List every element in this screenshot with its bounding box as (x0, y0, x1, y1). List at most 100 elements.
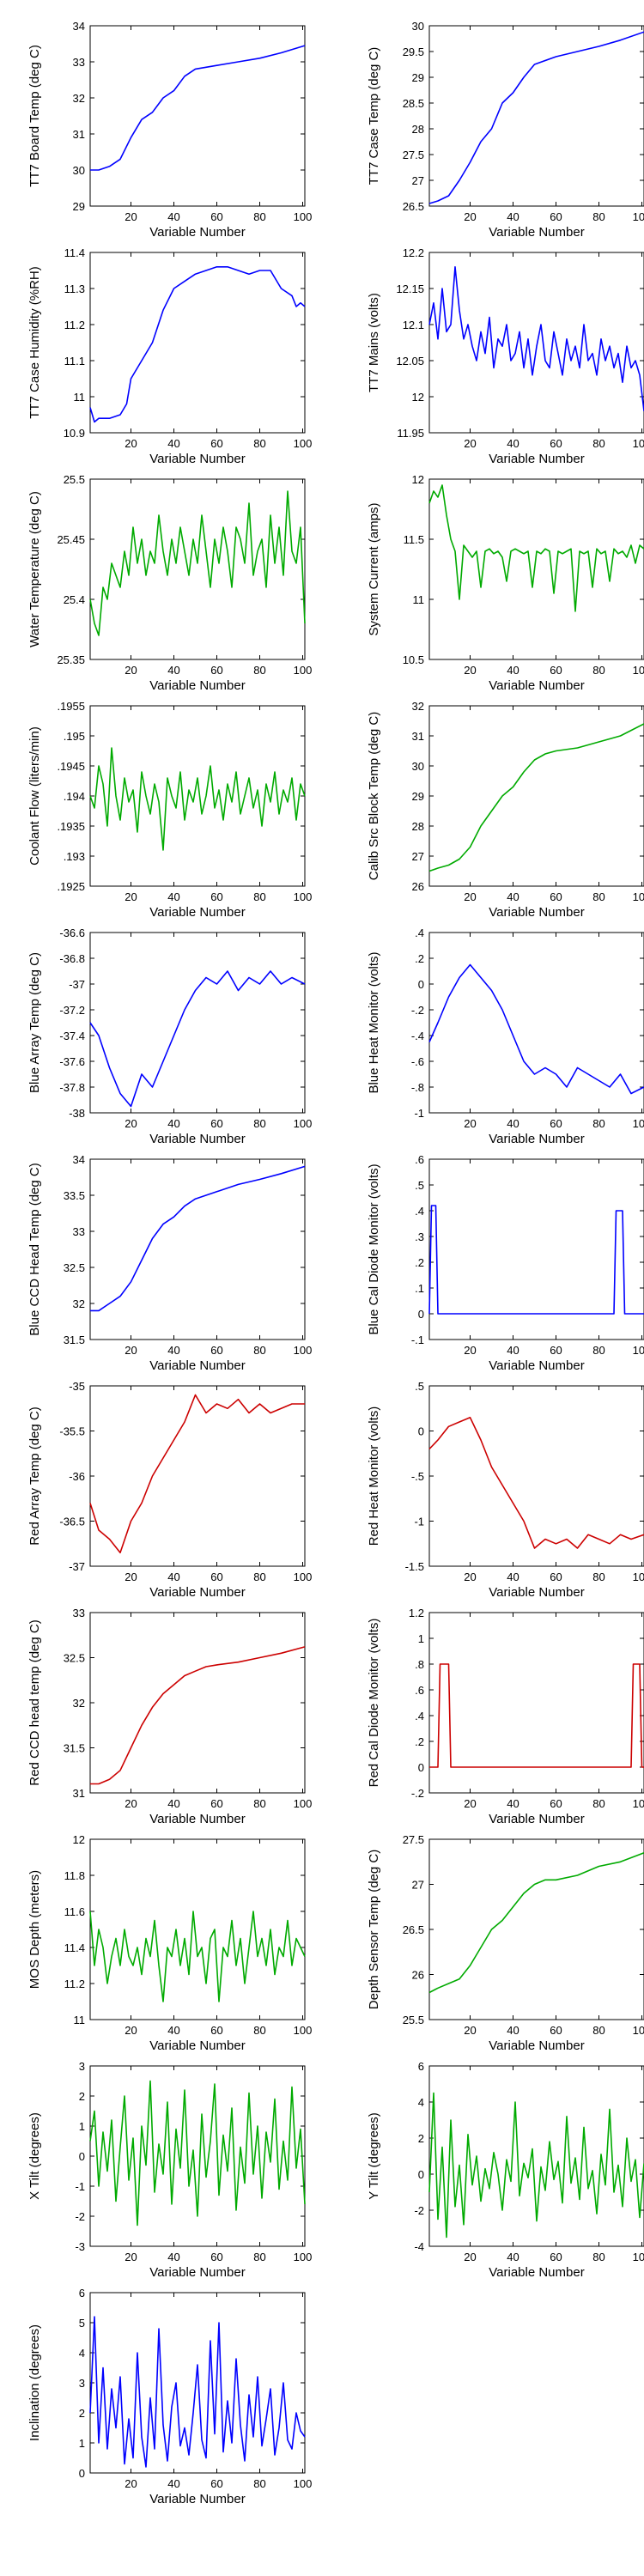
x-tick-label: 40 (507, 890, 519, 903)
x-tick-label: 100 (294, 210, 313, 223)
y-axis-label: Red Array Temp (deg C) (27, 1406, 42, 1545)
x-tick-label: 60 (550, 1797, 562, 1810)
x-tick-label: 60 (550, 2024, 562, 2037)
x-tick-label: 100 (294, 1117, 313, 1130)
x-tick-label: 60 (550, 890, 562, 903)
y-tick-label: -38 (69, 1107, 85, 1120)
y-tick-label: .2 (415, 1256, 424, 1269)
x-tick-label: 80 (253, 1797, 265, 1810)
y-tick-label: .6 (415, 1153, 424, 1166)
y-tick-label: -.6 (411, 1055, 424, 1068)
x-tick-label: 80 (592, 2251, 605, 2263)
y-tick-label: 11.3 (64, 283, 85, 295)
x-tick-label: 80 (253, 2024, 265, 2037)
series-line (428, 2092, 644, 2239)
series-line (90, 1646, 306, 1785)
y-tick-label: 11.5 (404, 533, 424, 546)
x-tick-label: 100 (633, 210, 644, 223)
chart-panel-4: 11.95 12 12.05 12.1 12.15 12.2 20 40 60 80 100 Vari… (367, 246, 644, 466)
y-tick-label: 1 (418, 1632, 424, 1645)
y-tick-label: 0 (418, 2168, 424, 2181)
y-tick-label: .1945 (57, 760, 85, 773)
x-tick-label: 80 (592, 664, 605, 677)
y-tick-label: 6 (79, 2287, 85, 2300)
y-tick-label: .4 (415, 1205, 424, 1218)
x-tick-label: 100 (633, 1344, 644, 1357)
x-tick-label: 100 (294, 1344, 313, 1357)
chart-panel-11: 31.5 32 32.5 33 33.5 34 20 40 60 80 100 Variable Nu… (27, 1153, 312, 1373)
y-axis-label: Coolant Flow (liters/min) (27, 726, 42, 866)
x-tick-label: 20 (464, 664, 476, 677)
y-axis-label: MOS Depth (meters) (27, 1870, 42, 1989)
y-tick-label: -37.2 (59, 1004, 85, 1017)
y-tick-label: 32 (73, 92, 85, 105)
y-tick-label: -.1 (411, 1334, 424, 1346)
series-line (90, 45, 306, 171)
series-line (428, 484, 644, 612)
x-tick-label: 100 (633, 437, 644, 450)
y-tick-label: 11.95 (397, 427, 424, 440)
x-tick-label: 40 (167, 210, 179, 223)
x-tick-label: 80 (253, 1571, 265, 1583)
chart-panel-8: 26 27 28 29 30 31 32 20 40 60 80 100 Variable Number… (367, 700, 644, 920)
y-tick-label: 12.05 (396, 355, 424, 368)
x-tick-label: 60 (210, 1571, 222, 1583)
series-line (89, 1911, 306, 2002)
y-tick-label: 11.4 (64, 1941, 85, 1954)
y-tick-label: 29 (73, 200, 85, 213)
plot-area (89, 932, 306, 1114)
y-tick-label: .5 (415, 1380, 424, 1393)
y-axis-label: Calib Src Block Temp (deg C) (367, 712, 381, 880)
y-tick-label: -37 (69, 978, 85, 991)
x-tick-label: 100 (633, 1797, 644, 1810)
y-tick-label: 26 (412, 1969, 424, 1982)
x-axis-label: Variable Number (489, 678, 584, 693)
y-tick-label: 11.4 (64, 246, 85, 259)
y-tick-label: 3 (79, 2060, 85, 2073)
x-axis-label: Variable Number (149, 225, 245, 240)
y-tick-label: 25.5 (64, 473, 85, 486)
series-line (89, 1394, 305, 1554)
y-tick-label: .5 (415, 1179, 424, 1192)
y-tick-label: -36.5 (59, 1516, 85, 1528)
y-tick-label: 26 (412, 880, 424, 893)
y-tick-label: .195 (64, 730, 85, 743)
x-tick-label: 100 (633, 890, 644, 903)
y-tick-label: 31 (73, 1787, 85, 1800)
y-tick-label: .1925 (57, 880, 85, 893)
chart-panel-2: 26.5 27 27.5 28 28.5 29 29.5 30 20 40 60 80 100 Varia… (367, 20, 644, 240)
y-tick-label: .8 (415, 1658, 424, 1671)
y-tick-label: 33 (73, 56, 85, 69)
y-axis-label: TT7 Board Temp (deg C) (27, 45, 42, 187)
y-tick-label: -35.5 (59, 1425, 85, 1438)
x-tick-label: 80 (253, 890, 265, 903)
x-tick-label: 20 (125, 1117, 137, 1130)
y-tick-label: 0 (418, 978, 424, 991)
y-tick-label: .3 (415, 1230, 424, 1243)
y-tick-label: 31.5 (64, 1742, 85, 1755)
x-tick-label: 60 (550, 2251, 562, 2263)
chart-panel-12: -.1 0 .1 .2 .3 .4 .5 .6 20 40 60 80 100 Variable Numb… (367, 1153, 644, 1373)
y-tick-label: 32 (73, 1297, 85, 1310)
x-axis-label: Variable Number (489, 225, 584, 240)
x-tick-label: 20 (464, 210, 476, 223)
x-tick-label: 100 (294, 2251, 313, 2263)
x-tick-label: 20 (464, 1117, 476, 1130)
x-tick-label: 80 (253, 1344, 265, 1357)
y-tick-label: 12 (412, 473, 424, 486)
x-tick-label: 40 (167, 1117, 179, 1130)
x-tick-label: 40 (167, 664, 179, 677)
x-tick-label: 20 (125, 890, 137, 903)
y-tick-label: .4 (415, 927, 424, 939)
x-tick-label: 20 (464, 890, 476, 903)
series-line (89, 490, 306, 636)
x-tick-label: 20 (464, 1797, 476, 1810)
y-tick-label: 27.5 (403, 149, 424, 161)
y-tick-label: 27 (412, 850, 424, 863)
plot-area (428, 1838, 644, 2020)
y-tick-label: 27.5 (403, 1833, 424, 1846)
y-tick-label: -37.4 (59, 1030, 85, 1042)
series-line (428, 1852, 644, 1994)
y-tick-label: 30 (412, 760, 424, 773)
x-axis-label: Variable Number (149, 1585, 245, 1600)
